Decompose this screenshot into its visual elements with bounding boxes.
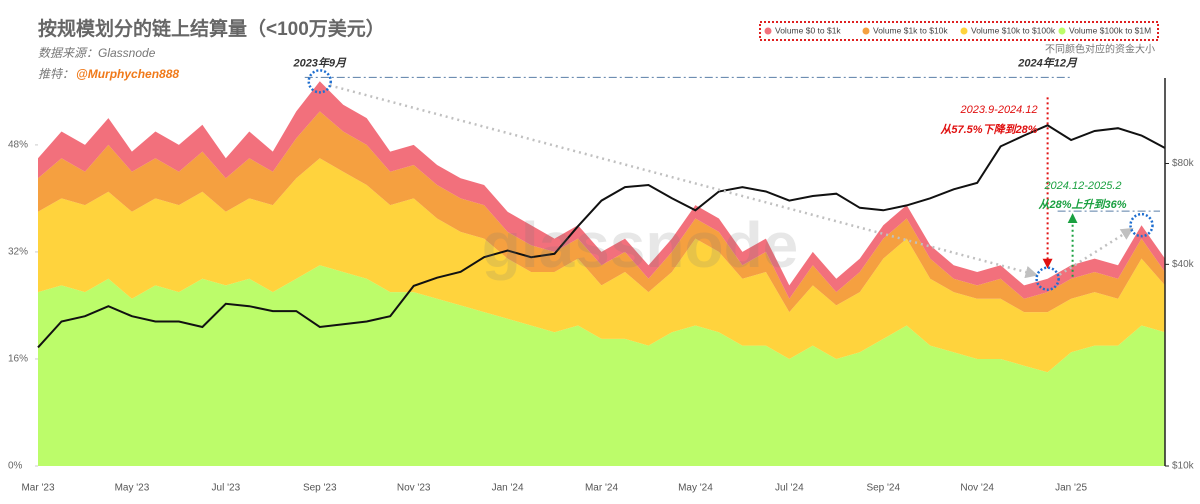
twitter-handle: @Murphychen888 <box>76 67 179 81</box>
legend-marker <box>1058 27 1066 35</box>
y-tick-label: 32% <box>8 247 28 258</box>
y2-tick-label: $40k <box>1172 259 1195 270</box>
annotation: 2024.12-2025.2 <box>1043 180 1121 192</box>
legend-label: Volume $1k to $10k <box>873 25 948 35</box>
area <box>38 158 1165 373</box>
x-tick-label: Nov '24 <box>960 483 994 494</box>
x-tick-label: May '24 <box>678 483 713 494</box>
annotation: 2023年9月 <box>292 56 347 69</box>
highlight-circle <box>1129 212 1154 238</box>
x-tick-label: May '23 <box>115 483 150 494</box>
legend-label: Volume $100k to $1M <box>1069 25 1151 35</box>
y-tick-label: 48% <box>8 140 28 151</box>
annotation: 2023.9-2024.12 <box>960 104 1038 116</box>
legend-marker <box>960 27 968 35</box>
y2-tick-label: $10k <box>1172 461 1195 472</box>
highlight-circle <box>1035 266 1060 291</box>
annotation: 从28%上升到36% <box>1038 198 1126 211</box>
x-tick-label: Sep '24 <box>866 483 900 494</box>
legend-label: Volume $0 to $1k <box>775 25 841 35</box>
source: 数据来源：Glassnode <box>38 46 156 60</box>
x-tick-label: Mar '24 <box>585 483 618 494</box>
area <box>38 81 1165 299</box>
highlight-circle <box>307 69 332 94</box>
area <box>38 265 1165 466</box>
x-tick-label: Mar '23 <box>21 483 54 494</box>
watermark: glassnode <box>482 209 799 281</box>
x-tick-label: Jul '23 <box>212 483 241 494</box>
x-tick-label: Jul '24 <box>775 483 804 494</box>
x-tick-label: Sep '23 <box>303 483 337 494</box>
trend-arrow <box>329 84 1039 279</box>
legend-marker <box>862 27 870 35</box>
y2-tick-label: $80k <box>1172 158 1195 169</box>
legend-marker <box>764 27 772 35</box>
legend-note: 不同颜色对应的资金大小 <box>1045 43 1155 56</box>
price-line <box>37 124 1166 349</box>
twitter-label: 推特： <box>38 67 74 81</box>
x-tick-label: Nov '23 <box>397 483 431 494</box>
annotation: 从57.5%下降到28% <box>940 123 1037 136</box>
legend-label: Volume $10k to $100k <box>971 25 1056 35</box>
y-tick-label: 16% <box>8 354 28 365</box>
x-tick-label: Jan '24 <box>492 483 524 494</box>
x-tick-label: Jan '25 <box>1055 483 1087 494</box>
trend-arrow <box>1058 227 1134 276</box>
chart-title: 按规模划分的链上结算量（<100万美元） <box>38 17 385 40</box>
y-tick-label: 0% <box>8 461 23 472</box>
area <box>38 111 1165 313</box>
annotation: 2024年12月 <box>1017 56 1078 69</box>
